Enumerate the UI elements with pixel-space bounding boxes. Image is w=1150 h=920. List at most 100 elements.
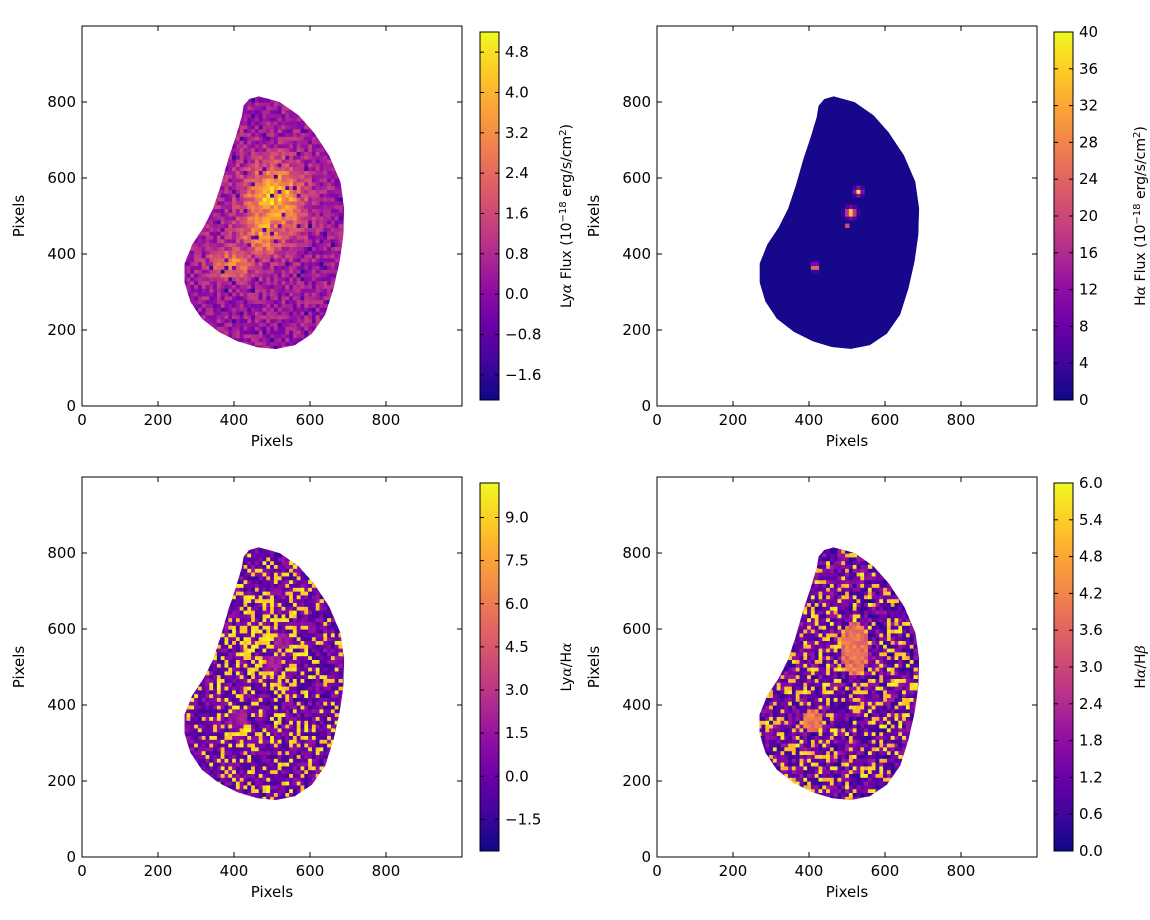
x-tick-label: 400 xyxy=(220,862,249,880)
colorbar-tick-label: 0.0 xyxy=(505,285,529,303)
x-tick-label: 0 xyxy=(652,411,662,429)
colorbar-tick-label: 0.0 xyxy=(505,767,529,785)
x-tick-label: 400 xyxy=(795,862,824,880)
colorbar-tick-label: 1.8 xyxy=(1079,732,1103,750)
colorbar-tick-label: 0.0 xyxy=(1079,842,1103,860)
x-tick-label: 200 xyxy=(144,411,173,429)
colorbar-tick-label: 4 xyxy=(1079,354,1089,372)
colorbar-tick-label: 4.2 xyxy=(1079,584,1103,602)
x-tick-label: 800 xyxy=(372,862,401,880)
x-tick-label: 800 xyxy=(947,411,976,429)
y-axis-label: Pixels xyxy=(585,195,603,238)
colorbar-label: Hα/Hβ xyxy=(1133,645,1149,688)
colorbar-tick-label: 3.0 xyxy=(1079,658,1103,676)
colorbar-tick-label: 1.2 xyxy=(1079,768,1103,786)
x-tick-label: 600 xyxy=(871,411,900,429)
y-tick-label: 800 xyxy=(622,544,651,562)
colorbar-tick-label: 3.2 xyxy=(505,124,529,142)
x-tick-label: 0 xyxy=(77,862,87,880)
colorbar-tick-label: −1.5 xyxy=(505,810,541,828)
colorbar-tick-label: 24 xyxy=(1079,170,1098,188)
y-tick-label: 400 xyxy=(622,696,651,714)
heatmap-image xyxy=(759,96,920,349)
y-tick-label: 400 xyxy=(47,696,76,714)
colorbar-gradient xyxy=(480,483,499,851)
y-tick-label: 400 xyxy=(47,245,76,263)
colorbar: 0.0 0.6 1.2 1.8 2.4 3.0 3.6 4.2 4.8 5.4 6.0 Hα/Hβ xyxy=(1053,474,1149,860)
plot-frame xyxy=(656,25,1038,407)
x-tick-label: 400 xyxy=(795,411,824,429)
colorbar-gradient xyxy=(480,32,499,400)
colorbar-tick-label: 0.6 xyxy=(1079,805,1103,823)
colorbar-tick-label: 2.4 xyxy=(505,164,529,182)
x-tick-label: 800 xyxy=(372,411,401,429)
x-tick-label: 600 xyxy=(296,862,325,880)
colorbar-tick-label: 6.0 xyxy=(505,595,529,613)
plot-frame xyxy=(81,25,463,407)
colorbar-tick-label: 1.6 xyxy=(505,204,529,222)
colorbar-tick-label: 3.6 xyxy=(1079,621,1103,639)
colorbar-tick-label: 12 xyxy=(1079,281,1098,299)
colorbar-tick-label: −1.6 xyxy=(505,366,541,384)
x-tick-label: 600 xyxy=(871,862,900,880)
colorbar-tick-label: 32 xyxy=(1079,97,1098,115)
y-tick-label: 800 xyxy=(47,93,76,111)
x-tick-label: 800 xyxy=(947,862,976,880)
colorbar-tick-label: 36 xyxy=(1079,60,1098,78)
x-tick-label: 200 xyxy=(719,411,748,429)
colorbar-tick-label: 7.5 xyxy=(505,552,529,570)
y-tick-label: 800 xyxy=(47,544,76,562)
x-tick-label: 0 xyxy=(652,862,662,880)
plot-frame xyxy=(81,476,463,858)
colorbar: −1.6 −0.8 0.0 0.8 1.6 2.4 3.2 4.0 4.8 Lyα Flux (1… xyxy=(479,31,576,401)
x-tick-label: 600 xyxy=(296,411,325,429)
panel-top-left: 0 200 400 600 800 0 200 400 600 800 Pixels Pixels −1… xyxy=(10,25,576,450)
heatmap-image xyxy=(184,547,345,800)
y-axis-label: Pixels xyxy=(10,646,28,689)
plot-frame xyxy=(656,476,1038,858)
y-tick-label: 0 xyxy=(66,848,76,866)
x-axis-label: Pixels xyxy=(251,432,294,450)
colorbar-label: Lyα/Hα xyxy=(559,642,575,692)
colorbar-tick-label: 4.8 xyxy=(505,43,529,61)
y-tick-label: 200 xyxy=(47,772,76,790)
colorbar-tick-label: 5.4 xyxy=(1079,511,1103,529)
colorbar-tick-label: 16 xyxy=(1079,244,1098,262)
panel-bottom-right: 0 200 400 600 800 0 200 400 600 800 Pixels Pixels 0.… xyxy=(585,474,1149,901)
y-tick-label: 200 xyxy=(622,321,651,339)
y-tick-label: 600 xyxy=(622,169,651,187)
x-axis-label: Pixels xyxy=(251,883,294,901)
colorbar-tick-label: 20 xyxy=(1079,207,1098,225)
y-tick-label: 200 xyxy=(622,772,651,790)
colorbar-gradient xyxy=(1054,32,1073,400)
colorbar: −1.5 0.0 1.5 3.0 4.5 6.0 7.5 9.0 Lyα/Hα xyxy=(479,482,575,852)
colorbar-tick-label: 0 xyxy=(1079,391,1089,409)
y-tick-label: 400 xyxy=(622,245,651,263)
colorbar-tick-label: 3.0 xyxy=(505,681,529,699)
colorbar-gradient xyxy=(1054,483,1073,851)
colorbar-tick-label: 4.5 xyxy=(505,638,529,656)
colorbar-tick-label: 40 xyxy=(1079,23,1098,41)
x-tick-label: 200 xyxy=(144,862,173,880)
colorbar-tick-label: 9.0 xyxy=(505,509,529,527)
panel-bottom-left: 0 200 400 600 800 0 200 400 600 800 Pixels Pixels −1… xyxy=(10,476,575,901)
colorbar-label: Hα Flux (10−18 erg/s/cm2) xyxy=(1132,126,1150,306)
panel-top-right: 0 200 400 600 800 0 200 400 600 800 Pixels Pixels 0 4… xyxy=(585,23,1149,450)
x-axis-label: Pixels xyxy=(826,883,869,901)
colorbar-label: Lyα Flux (10−18 erg/s/cm2) xyxy=(558,124,576,308)
y-tick-label: 600 xyxy=(47,620,76,638)
y-tick-label: 800 xyxy=(622,93,651,111)
heatmap-image xyxy=(184,96,345,349)
y-tick-label: 0 xyxy=(66,397,76,415)
y-tick-label: 0 xyxy=(641,848,651,866)
x-tick-label: 200 xyxy=(719,862,748,880)
colorbar-tick-label: 2.4 xyxy=(1079,695,1103,713)
colorbar-tick-label: 4.8 xyxy=(1079,548,1103,566)
colorbar-tick-label: 28 xyxy=(1079,133,1098,151)
colorbar-tick-label: 1.5 xyxy=(505,724,529,742)
colorbar-tick-label: 6.0 xyxy=(1079,474,1103,492)
colorbar-tick-label: −0.8 xyxy=(505,325,541,343)
colorbar-tick-label: 0.8 xyxy=(505,245,529,263)
y-tick-label: 600 xyxy=(622,620,651,638)
